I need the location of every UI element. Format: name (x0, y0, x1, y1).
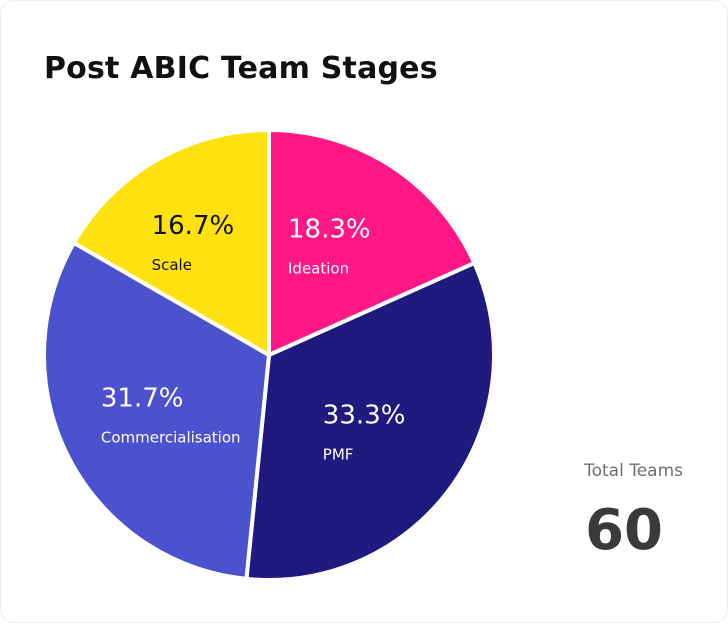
total-teams-label: Total Teams (584, 461, 683, 481)
slice-label-scale: Scale (152, 256, 192, 274)
slice-percent-scale: 16.7% (152, 211, 235, 241)
slice-percent-pmf: 33.3% (323, 400, 406, 430)
pie-slice-ideation (267, 128, 477, 357)
slice-percent-commercialisation: 31.7% (101, 384, 184, 414)
pie-slice-pmf (244, 261, 496, 582)
chart-title: Post ABIC Team Stages (44, 51, 438, 86)
slice-label-pmf: PMF (323, 445, 354, 463)
pie-slice-commercialisation (42, 240, 271, 581)
pie-slice-scale (71, 128, 271, 357)
total-teams-value: 60 (585, 498, 663, 563)
slice-percent-ideation: 18.3% (288, 215, 371, 245)
slice-label-ideation: Ideation (288, 260, 349, 278)
slice-label-commercialisation: Commercialisation (101, 429, 241, 447)
